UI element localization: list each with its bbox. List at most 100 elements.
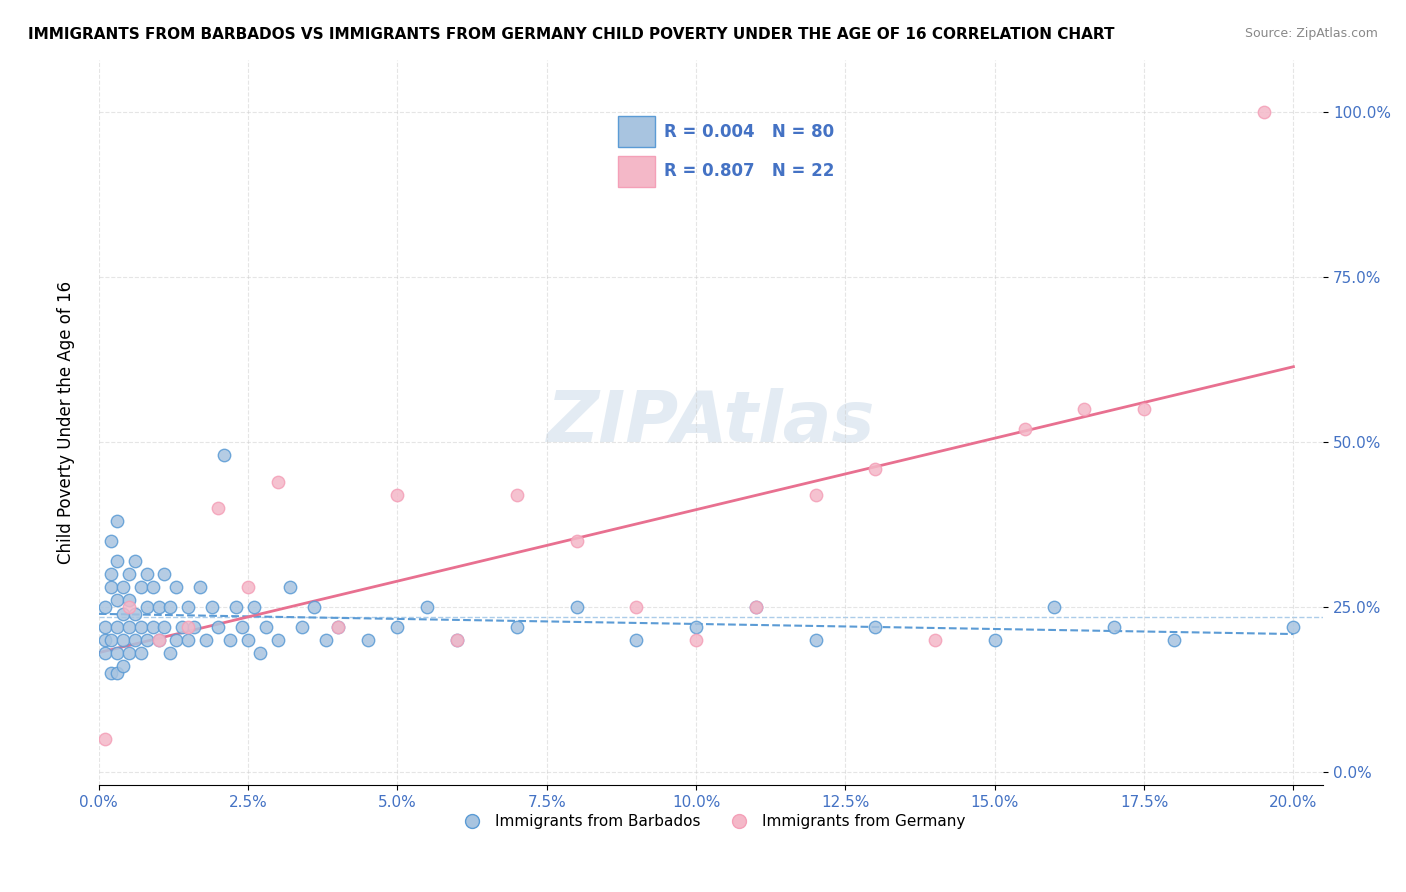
Point [100,567,122,582]
Point [291,620,314,634]
Point [177,620,200,634]
Point [626,600,648,615]
Point [249,646,271,660]
Point [118,620,141,634]
FancyBboxPatch shape [617,116,655,147]
Point [1133,402,1156,417]
Point [111,580,134,594]
Point [124,632,146,647]
Point [135,600,157,615]
Point [105,665,128,680]
Point [111,632,134,647]
Point [1043,600,1066,615]
Point [1282,620,1305,634]
Point [172,620,194,634]
Point [100,534,122,549]
Point [135,567,157,582]
Point [153,620,176,634]
Point [446,632,468,647]
Point [177,632,200,647]
Point [207,501,229,516]
Point [446,632,468,647]
Point [124,554,146,568]
Point [745,600,768,615]
Point [225,600,247,615]
Point [148,632,170,647]
Point [129,620,152,634]
Point [129,580,152,594]
Point [243,600,266,615]
Point [315,632,337,647]
Point [685,632,707,647]
Point [565,534,588,549]
Point [148,632,170,647]
Point [148,600,170,615]
Point [105,554,128,568]
Point [94,632,117,647]
Point [100,665,122,680]
Point [254,620,277,634]
Point [188,580,211,594]
FancyBboxPatch shape [617,156,655,187]
Point [207,620,229,634]
Point [124,607,146,621]
Point [118,593,141,607]
Point [94,620,117,634]
Point [236,632,259,647]
Point [865,461,887,475]
Point [804,632,827,647]
Point [105,646,128,660]
Point [94,600,117,615]
Point [118,600,141,615]
Point [141,580,163,594]
Point [111,659,134,673]
Point [302,600,325,615]
Point [212,448,235,462]
Point [183,620,205,634]
Point [135,632,157,647]
Y-axis label: Child Poverty Under the Age of 16: Child Poverty Under the Age of 16 [58,281,75,564]
Point [94,731,117,746]
Point [924,632,946,647]
Point [111,607,134,621]
Point [105,514,128,528]
Point [159,646,181,660]
Point [105,593,128,607]
Point [1163,632,1185,647]
Point [326,620,349,634]
Text: R = 0.004   N = 80: R = 0.004 N = 80 [664,123,834,141]
Point [129,646,152,660]
Point [195,632,218,647]
Point [165,632,187,647]
Point [1014,422,1036,436]
Point [1253,105,1275,120]
Point [267,475,290,489]
Point [1073,402,1095,417]
Point [356,632,378,647]
Text: IMMIGRANTS FROM BARBADOS VS IMMIGRANTS FROM GERMANY CHILD POVERTY UNDER THE AGE : IMMIGRANTS FROM BARBADOS VS IMMIGRANTS F… [28,27,1115,42]
Point [153,567,176,582]
Point [201,600,224,615]
Point [219,632,242,647]
Point [100,632,122,647]
Point [416,600,439,615]
Point [506,488,529,502]
Point [804,488,827,502]
Legend: Immigrants from Barbados, Immigrants from Germany: Immigrants from Barbados, Immigrants fro… [451,808,972,836]
Point [118,646,141,660]
Point [387,620,409,634]
Text: R = 0.807   N = 22: R = 0.807 N = 22 [664,162,835,180]
Text: Source: ZipAtlas.com: Source: ZipAtlas.com [1244,27,1378,40]
Text: ZIPAtlas: ZIPAtlas [547,388,876,457]
Point [141,620,163,634]
Point [100,580,122,594]
Point [745,600,768,615]
Point [267,632,290,647]
Point [105,620,128,634]
Point [236,580,259,594]
Point [506,620,529,634]
Point [326,620,349,634]
Point [626,632,648,647]
Point [118,567,141,582]
Point [159,600,181,615]
